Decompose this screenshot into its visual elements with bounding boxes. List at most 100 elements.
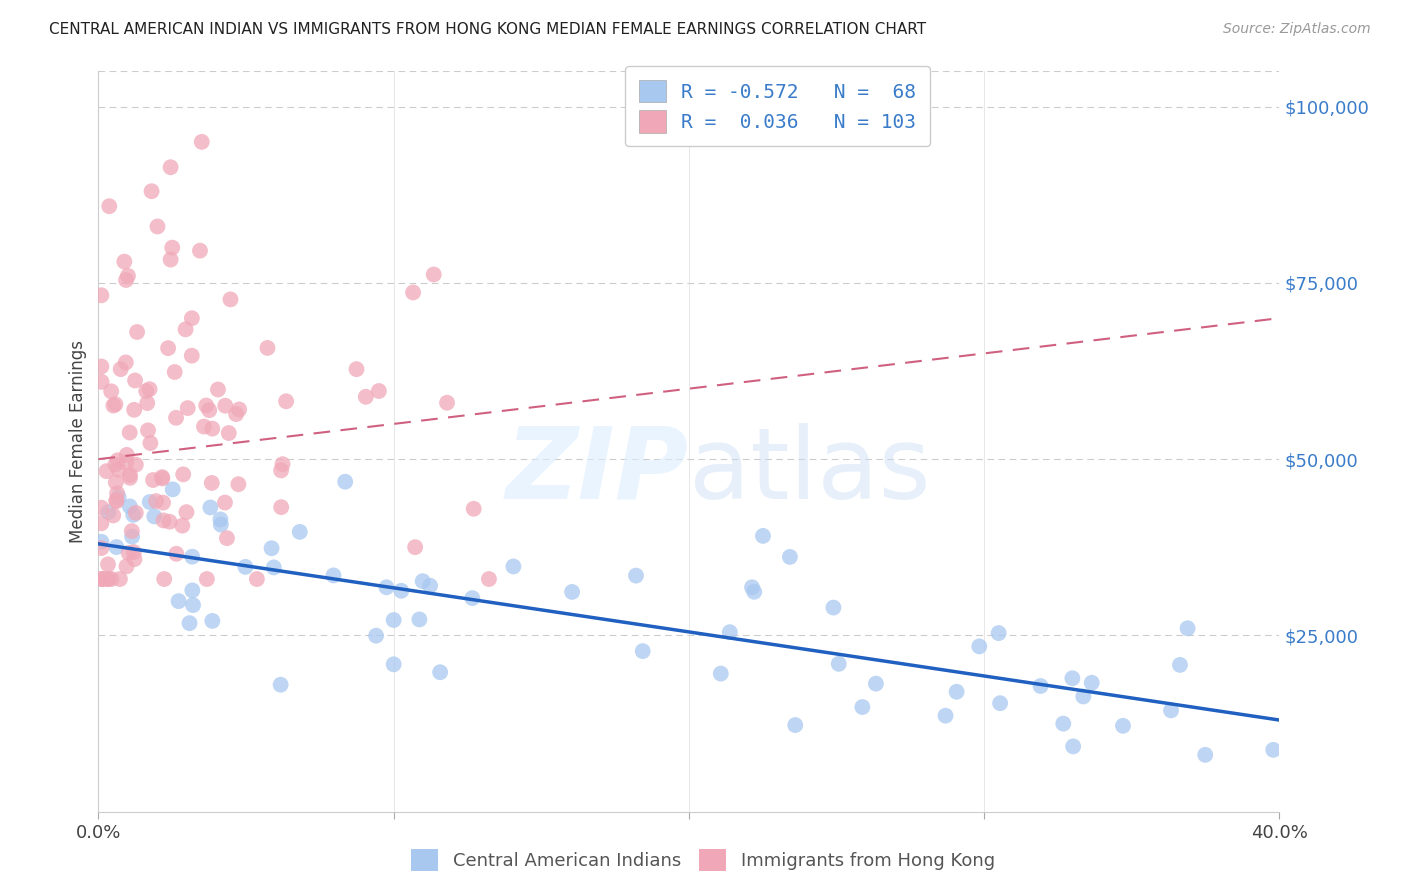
Point [225, 407, 247, 421]
Point [193, 419, 215, 434]
Point [97, 572, 120, 586]
Point [191, 135, 214, 149]
Point [146, 219, 169, 234]
Point [209, 512, 232, 526]
Point [260, 541, 283, 556]
Point [98, 199, 121, 213]
Point [851, 700, 873, 714]
Point [103, 508, 125, 523]
Point [176, 505, 198, 519]
Point [157, 341, 180, 355]
Point [97, 572, 120, 586]
Point [122, 508, 145, 522]
Point [367, 384, 389, 398]
Point [138, 382, 160, 396]
Point [201, 475, 224, 490]
Point [152, 495, 174, 509]
Point [419, 579, 441, 593]
Point [181, 598, 204, 612]
Point [195, 572, 218, 586]
Point [1112, 719, 1135, 733]
Point [90, 516, 112, 531]
Point [122, 402, 145, 417]
Point [263, 560, 285, 574]
Point [105, 493, 128, 508]
Point [179, 616, 201, 631]
Point [141, 184, 163, 198]
Point [97, 558, 120, 572]
Legend: R = -0.572   N =  68, R =  0.036   N = 103: R = -0.572 N = 68, R = 0.036 N = 103 [626, 66, 929, 146]
Text: ZIP: ZIP [506, 423, 689, 520]
Point [322, 568, 344, 582]
Point [207, 383, 229, 397]
Point [274, 394, 297, 409]
Point [382, 613, 405, 627]
Point [382, 657, 405, 672]
Point [177, 401, 200, 415]
Point [118, 468, 141, 483]
Point [118, 500, 141, 514]
Point [174, 322, 197, 336]
Point [121, 530, 143, 544]
Point [270, 463, 292, 477]
Point [105, 494, 128, 508]
Point [463, 501, 485, 516]
Point [214, 495, 236, 509]
Point [402, 285, 425, 300]
Point [181, 549, 204, 564]
Point [122, 545, 145, 559]
Point [823, 600, 845, 615]
Point [742, 584, 765, 599]
Point [142, 473, 165, 487]
Point [201, 422, 224, 436]
Point [172, 467, 194, 482]
Point [188, 244, 211, 258]
Point [90, 375, 112, 389]
Point [214, 399, 236, 413]
Point [165, 547, 187, 561]
Text: CENTRAL AMERICAN INDIAN VS IMMIGRANTS FROM HONG KONG MEDIAN FEMALE EARNINGS CORR: CENTRAL AMERICAN INDIAN VS IMMIGRANTS FR… [49, 22, 927, 37]
Point [107, 463, 129, 477]
Point [1029, 679, 1052, 693]
Point [90, 534, 112, 549]
Point [271, 457, 294, 471]
Point [100, 572, 122, 586]
Point [143, 509, 166, 524]
Point [422, 268, 444, 282]
Point [127, 325, 149, 339]
Point [865, 676, 887, 690]
Point [105, 540, 128, 554]
Point [201, 614, 224, 628]
Point [107, 490, 129, 504]
Point [198, 403, 221, 417]
Point [718, 625, 741, 640]
Point [124, 374, 146, 388]
Point [631, 644, 654, 658]
Point [115, 448, 138, 462]
Point [152, 513, 174, 527]
Point [153, 572, 176, 586]
Point [121, 524, 143, 538]
Text: atlas: atlas [689, 423, 931, 520]
Point [115, 273, 138, 287]
Point [91, 572, 114, 586]
Point [288, 524, 311, 539]
Point [364, 629, 387, 643]
Point [104, 475, 127, 490]
Point [90, 500, 112, 515]
Point [461, 591, 484, 606]
Point [235, 560, 257, 574]
Point [1062, 671, 1084, 685]
Point [741, 580, 763, 594]
Point [389, 583, 412, 598]
Point [988, 696, 1011, 710]
Point [1168, 657, 1191, 672]
Point [125, 458, 148, 472]
Point [828, 657, 851, 671]
Point [967, 640, 990, 654]
Point [195, 399, 218, 413]
Point [167, 594, 190, 608]
Point [104, 458, 127, 472]
Point [125, 506, 148, 520]
Point [162, 483, 184, 497]
